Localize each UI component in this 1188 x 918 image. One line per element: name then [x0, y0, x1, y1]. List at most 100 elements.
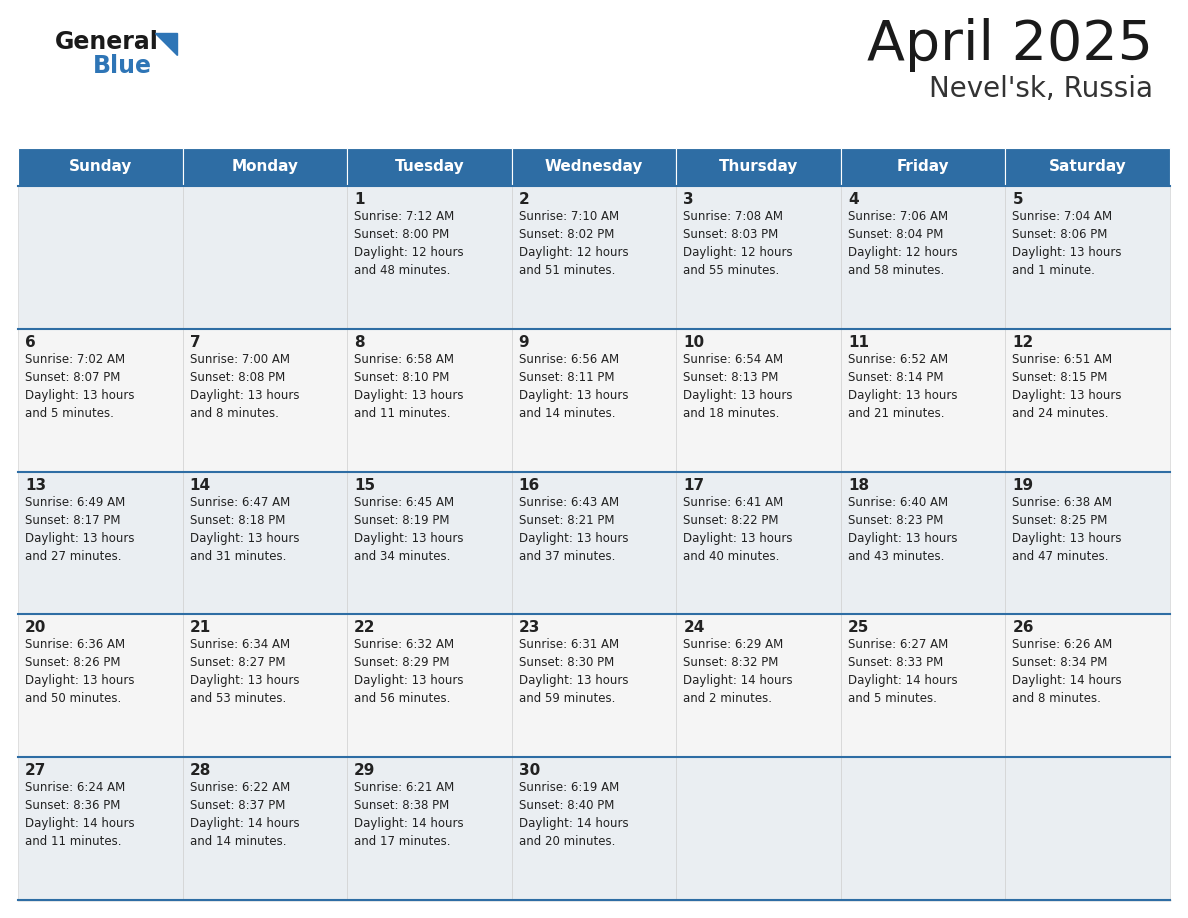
Bar: [183, 614, 347, 757]
Bar: [841, 148, 1005, 186]
Bar: [841, 329, 1005, 472]
Text: Sunrise: 6:19 AM
Sunset: 8:40 PM
Daylight: 14 hours
and 20 minutes.: Sunrise: 6:19 AM Sunset: 8:40 PM Dayligh…: [519, 781, 628, 848]
Bar: [18, 614, 183, 757]
Text: Sunrise: 6:27 AM
Sunset: 8:33 PM
Daylight: 14 hours
and 5 minutes.: Sunrise: 6:27 AM Sunset: 8:33 PM Dayligh…: [848, 638, 958, 705]
Bar: [347, 329, 512, 472]
Bar: [676, 472, 841, 614]
Text: Sunrise: 6:38 AM
Sunset: 8:25 PM
Daylight: 13 hours
and 47 minutes.: Sunrise: 6:38 AM Sunset: 8:25 PM Dayligh…: [1012, 496, 1121, 563]
Text: Monday: Monday: [232, 160, 298, 174]
Text: Sunrise: 6:47 AM
Sunset: 8:18 PM
Daylight: 13 hours
and 31 minutes.: Sunrise: 6:47 AM Sunset: 8:18 PM Dayligh…: [190, 496, 299, 563]
Text: 12: 12: [1012, 335, 1034, 350]
Text: Sunrise: 7:12 AM
Sunset: 8:00 PM
Daylight: 12 hours
and 48 minutes.: Sunrise: 7:12 AM Sunset: 8:00 PM Dayligh…: [354, 210, 463, 277]
Text: 27: 27: [25, 763, 46, 778]
Bar: [512, 472, 676, 614]
Text: 2: 2: [519, 192, 530, 207]
Text: 8: 8: [354, 335, 365, 350]
Bar: [183, 757, 347, 900]
Text: Friday: Friday: [897, 160, 949, 174]
Text: 6: 6: [25, 335, 36, 350]
Text: Nevel'sk, Russia: Nevel'sk, Russia: [929, 75, 1154, 103]
Bar: [183, 329, 347, 472]
Bar: [347, 472, 512, 614]
Bar: [18, 186, 183, 329]
Text: 24: 24: [683, 621, 704, 635]
Text: Sunrise: 6:24 AM
Sunset: 8:36 PM
Daylight: 14 hours
and 11 minutes.: Sunrise: 6:24 AM Sunset: 8:36 PM Dayligh…: [25, 781, 134, 848]
Bar: [1005, 329, 1170, 472]
Text: Sunrise: 6:49 AM
Sunset: 8:17 PM
Daylight: 13 hours
and 27 minutes.: Sunrise: 6:49 AM Sunset: 8:17 PM Dayligh…: [25, 496, 134, 563]
Text: Sunrise: 7:00 AM
Sunset: 8:08 PM
Daylight: 13 hours
and 8 minutes.: Sunrise: 7:00 AM Sunset: 8:08 PM Dayligh…: [190, 353, 299, 420]
Text: Sunrise: 6:54 AM
Sunset: 8:13 PM
Daylight: 13 hours
and 18 minutes.: Sunrise: 6:54 AM Sunset: 8:13 PM Dayligh…: [683, 353, 792, 420]
Text: 13: 13: [25, 477, 46, 493]
Text: Sunrise: 6:22 AM
Sunset: 8:37 PM
Daylight: 14 hours
and 14 minutes.: Sunrise: 6:22 AM Sunset: 8:37 PM Dayligh…: [190, 781, 299, 848]
Text: 28: 28: [190, 763, 211, 778]
Text: 16: 16: [519, 477, 541, 493]
Text: Sunrise: 6:29 AM
Sunset: 8:32 PM
Daylight: 14 hours
and 2 minutes.: Sunrise: 6:29 AM Sunset: 8:32 PM Dayligh…: [683, 638, 792, 705]
Bar: [183, 186, 347, 329]
Bar: [347, 614, 512, 757]
Text: 21: 21: [190, 621, 210, 635]
Bar: [841, 186, 1005, 329]
Text: 17: 17: [683, 477, 704, 493]
Text: 11: 11: [848, 335, 868, 350]
Text: 3: 3: [683, 192, 694, 207]
Bar: [841, 614, 1005, 757]
Text: 30: 30: [519, 763, 541, 778]
Polygon shape: [154, 33, 177, 55]
Text: 7: 7: [190, 335, 201, 350]
Bar: [841, 472, 1005, 614]
Text: Sunrise: 6:43 AM
Sunset: 8:21 PM
Daylight: 13 hours
and 37 minutes.: Sunrise: 6:43 AM Sunset: 8:21 PM Dayligh…: [519, 496, 628, 563]
Text: 20: 20: [25, 621, 46, 635]
Text: Sunrise: 6:36 AM
Sunset: 8:26 PM
Daylight: 13 hours
and 50 minutes.: Sunrise: 6:36 AM Sunset: 8:26 PM Dayligh…: [25, 638, 134, 705]
Bar: [676, 329, 841, 472]
Text: Sunrise: 7:08 AM
Sunset: 8:03 PM
Daylight: 12 hours
and 55 minutes.: Sunrise: 7:08 AM Sunset: 8:03 PM Dayligh…: [683, 210, 792, 277]
Text: 5: 5: [1012, 192, 1023, 207]
Text: Sunday: Sunday: [69, 160, 132, 174]
Text: 23: 23: [519, 621, 541, 635]
Text: 1: 1: [354, 192, 365, 207]
Bar: [676, 614, 841, 757]
Text: Sunrise: 6:32 AM
Sunset: 8:29 PM
Daylight: 13 hours
and 56 minutes.: Sunrise: 6:32 AM Sunset: 8:29 PM Dayligh…: [354, 638, 463, 705]
Text: Sunrise: 6:34 AM
Sunset: 8:27 PM
Daylight: 13 hours
and 53 minutes.: Sunrise: 6:34 AM Sunset: 8:27 PM Dayligh…: [190, 638, 299, 705]
Bar: [18, 329, 183, 472]
Text: 22: 22: [354, 621, 375, 635]
Text: Saturday: Saturday: [1049, 160, 1126, 174]
Bar: [183, 148, 347, 186]
Bar: [183, 472, 347, 614]
Text: Sunrise: 6:31 AM
Sunset: 8:30 PM
Daylight: 13 hours
and 59 minutes.: Sunrise: 6:31 AM Sunset: 8:30 PM Dayligh…: [519, 638, 628, 705]
Text: Sunrise: 6:40 AM
Sunset: 8:23 PM
Daylight: 13 hours
and 43 minutes.: Sunrise: 6:40 AM Sunset: 8:23 PM Dayligh…: [848, 496, 958, 563]
Text: Sunrise: 6:21 AM
Sunset: 8:38 PM
Daylight: 14 hours
and 17 minutes.: Sunrise: 6:21 AM Sunset: 8:38 PM Dayligh…: [354, 781, 463, 848]
Text: 26: 26: [1012, 621, 1034, 635]
Text: Sunrise: 6:26 AM
Sunset: 8:34 PM
Daylight: 14 hours
and 8 minutes.: Sunrise: 6:26 AM Sunset: 8:34 PM Dayligh…: [1012, 638, 1121, 705]
Bar: [512, 329, 676, 472]
Bar: [1005, 148, 1170, 186]
Bar: [347, 148, 512, 186]
Bar: [512, 186, 676, 329]
Bar: [676, 148, 841, 186]
Text: Sunrise: 6:51 AM
Sunset: 8:15 PM
Daylight: 13 hours
and 24 minutes.: Sunrise: 6:51 AM Sunset: 8:15 PM Dayligh…: [1012, 353, 1121, 420]
Text: Sunrise: 6:58 AM
Sunset: 8:10 PM
Daylight: 13 hours
and 11 minutes.: Sunrise: 6:58 AM Sunset: 8:10 PM Dayligh…: [354, 353, 463, 420]
Text: 14: 14: [190, 477, 210, 493]
Text: 29: 29: [354, 763, 375, 778]
Bar: [1005, 472, 1170, 614]
Text: Sunrise: 7:10 AM
Sunset: 8:02 PM
Daylight: 12 hours
and 51 minutes.: Sunrise: 7:10 AM Sunset: 8:02 PM Dayligh…: [519, 210, 628, 277]
Text: Tuesday: Tuesday: [394, 160, 465, 174]
Text: 18: 18: [848, 477, 868, 493]
Text: Wednesday: Wednesday: [545, 160, 643, 174]
Bar: [512, 757, 676, 900]
Bar: [1005, 757, 1170, 900]
Text: Sunrise: 7:02 AM
Sunset: 8:07 PM
Daylight: 13 hours
and 5 minutes.: Sunrise: 7:02 AM Sunset: 8:07 PM Dayligh…: [25, 353, 134, 420]
Bar: [347, 186, 512, 329]
Text: April 2025: April 2025: [867, 18, 1154, 72]
Bar: [1005, 186, 1170, 329]
Text: 10: 10: [683, 335, 704, 350]
Bar: [18, 148, 183, 186]
Text: Sunrise: 6:41 AM
Sunset: 8:22 PM
Daylight: 13 hours
and 40 minutes.: Sunrise: 6:41 AM Sunset: 8:22 PM Dayligh…: [683, 496, 792, 563]
Text: 9: 9: [519, 335, 530, 350]
Text: Sunrise: 6:56 AM
Sunset: 8:11 PM
Daylight: 13 hours
and 14 minutes.: Sunrise: 6:56 AM Sunset: 8:11 PM Dayligh…: [519, 353, 628, 420]
Text: Blue: Blue: [93, 54, 152, 78]
Text: Sunrise: 7:04 AM
Sunset: 8:06 PM
Daylight: 13 hours
and 1 minute.: Sunrise: 7:04 AM Sunset: 8:06 PM Dayligh…: [1012, 210, 1121, 277]
Text: Sunrise: 7:06 AM
Sunset: 8:04 PM
Daylight: 12 hours
and 58 minutes.: Sunrise: 7:06 AM Sunset: 8:04 PM Dayligh…: [848, 210, 958, 277]
Text: 25: 25: [848, 621, 870, 635]
Bar: [676, 757, 841, 900]
Text: 15: 15: [354, 477, 375, 493]
